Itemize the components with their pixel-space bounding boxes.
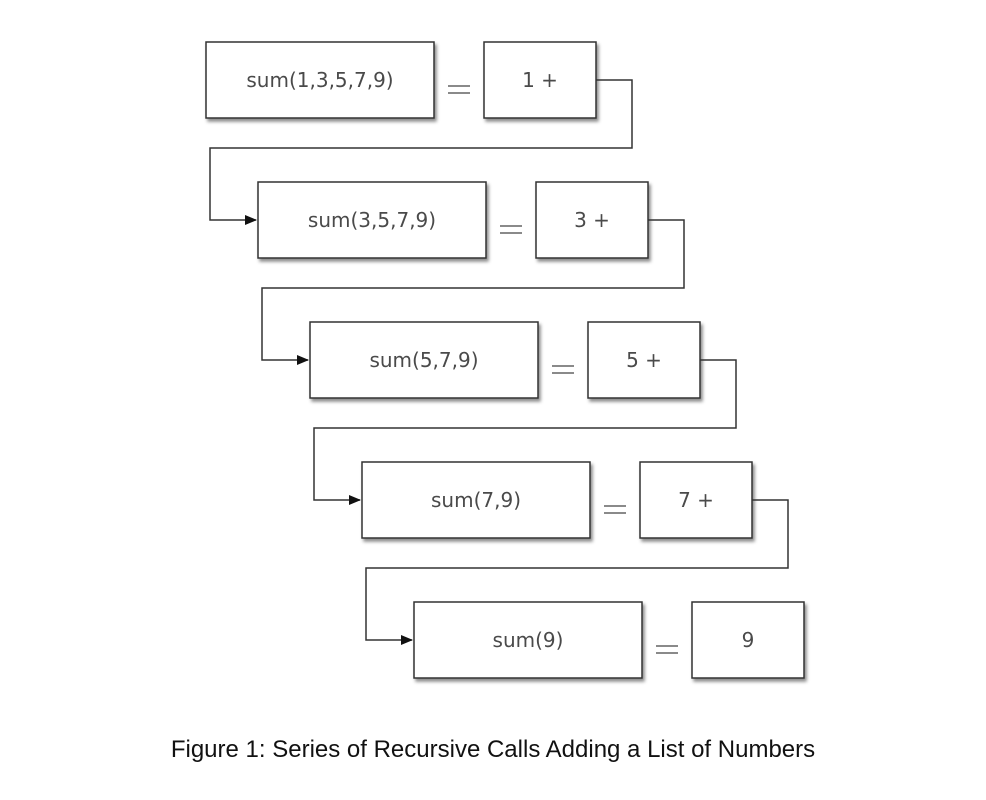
equals-sign (552, 365, 574, 374)
result-label: 9 (742, 628, 755, 652)
equals-sign (656, 645, 678, 654)
result-box (483, 41, 597, 119)
result-box (587, 321, 701, 399)
call-box (361, 461, 591, 539)
call-label: sum(9) (493, 628, 564, 652)
recursion-row: sum(1,3,5,7,9) 1 + (205, 41, 597, 119)
equals-sign (448, 85, 470, 94)
result-label: 1 + (522, 68, 558, 92)
call-label: sum(3,5,7,9) (308, 208, 436, 232)
equals-sign (500, 225, 522, 234)
call-label: sum(7,9) (431, 488, 521, 512)
call-label: sum(5,7,9) (369, 348, 478, 372)
recursion-row: sum(7,9) 7 + (361, 461, 753, 539)
call-box (413, 601, 643, 679)
connector-arrow (261, 219, 685, 365)
recursion-row: sum(3,5,7,9) 3 + (257, 181, 649, 259)
result-label: 3 + (574, 208, 610, 232)
recursion-row: sum(5,7,9) 5 + (309, 321, 701, 399)
equals-sign (604, 505, 626, 514)
result-label: 5 + (626, 348, 662, 372)
call-box (309, 321, 539, 399)
connector-arrow (313, 359, 737, 505)
result-box (691, 601, 805, 679)
connector-arrow (209, 79, 633, 225)
recursion-diagram: sum(1,3,5,7,9) 1 + sum(3,5,7,9) 3 + sum(5,7,… (205, 41, 805, 679)
connector-arrow (365, 499, 789, 645)
recursion-row: sum(9) 9 (413, 601, 805, 679)
call-label: sum(1,3,5,7,9) (246, 68, 393, 92)
figure-caption: Figure 1: Series of Recursive Calls Addi… (170, 736, 816, 763)
result-label: 7 + (678, 488, 714, 512)
call-box (257, 181, 487, 259)
call-box (205, 41, 435, 119)
